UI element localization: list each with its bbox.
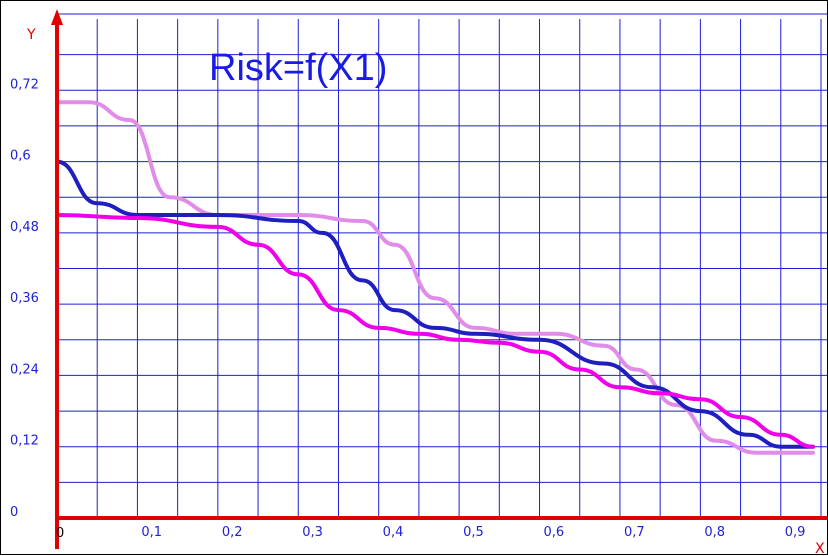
y-axis-label: Y	[26, 27, 36, 43]
x-tick-label: 0,3	[302, 525, 323, 540]
x-tick-label: 0,4	[383, 525, 404, 540]
y-tick-label: 0,48	[10, 220, 39, 235]
x-tick-label: 0,7	[624, 525, 645, 540]
x-tick-label: 0,8	[704, 525, 725, 540]
series-line-3	[55, 213, 815, 449]
series-layer	[55, 100, 815, 455]
y-axis-arrow-icon	[51, 9, 63, 25]
y-tick-label: 0,6	[10, 149, 31, 164]
y-tick-label: 0,12	[10, 434, 39, 449]
axes	[51, 9, 827, 549]
x-axis-label: X	[815, 541, 825, 556]
x-tick-label: 0,5	[463, 525, 484, 540]
x-tick-label: 0,6	[544, 525, 565, 540]
y-tick-label: 0,72	[10, 77, 39, 92]
y-tick-label: 0,24	[10, 362, 39, 377]
tick-labels: 0,1 0,2 0,3 0,4 0,5 0,6 0,7 0,8 0,9 0 0,12 0,24 0,36…	[10, 77, 805, 540]
y-tick-label: 0	[10, 505, 18, 520]
grid	[57, 13, 827, 518]
series-line-1	[55, 100, 815, 455]
series-line-2	[55, 159, 815, 449]
y-tick-label: 0,36	[10, 291, 39, 306]
x-origin-label: 0	[56, 526, 64, 541]
chart-title: Risk=f(X1)	[209, 47, 387, 89]
x-tick-label: 0,9	[785, 525, 806, 540]
x-tick-label: 0,2	[222, 525, 243, 540]
x-tick-label: 0,1	[141, 525, 162, 540]
